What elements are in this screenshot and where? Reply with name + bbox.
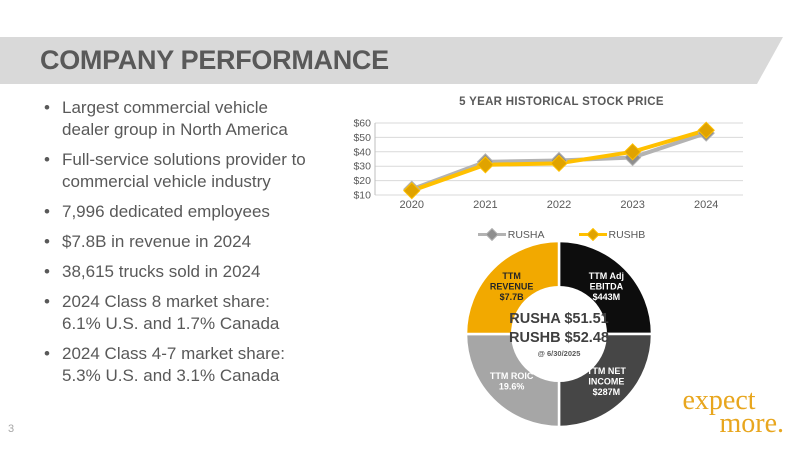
list-item: Largest commercial vehicle dealer group … bbox=[40, 97, 342, 141]
svg-text:$50: $50 bbox=[353, 132, 371, 144]
chart-title: 5 YEAR HISTORICAL STOCK PRICE bbox=[459, 96, 664, 108]
svg-text:2024: 2024 bbox=[694, 199, 718, 211]
list-item: 38,615 trucks sold in 2024 bbox=[40, 261, 342, 283]
list-item: 7,996 dedicated employees bbox=[40, 201, 342, 223]
list-item: 2024 Class 8 market share: 6.1% U.S. and… bbox=[40, 291, 342, 335]
list-item: Full-service solutions provider to comme… bbox=[40, 149, 342, 193]
ttm-metrics-donut-chart: TTM Adj EBITDA $443M TTM NET INCOME $287M TTM … bbox=[464, 239, 654, 429]
legend-item: RUSHB bbox=[578, 228, 646, 241]
svg-text:$30: $30 bbox=[353, 161, 371, 173]
svg-text:2022: 2022 bbox=[547, 199, 571, 211]
svg-text:$40: $40 bbox=[353, 146, 371, 158]
title-banner: COMPANY PERFORMANCE bbox=[0, 37, 783, 84]
svg-text:2023: 2023 bbox=[620, 199, 644, 211]
svg-text:2021: 2021 bbox=[473, 199, 497, 211]
expect-more-logo: expect more. bbox=[682, 385, 784, 439]
svg-text:$10: $10 bbox=[353, 190, 371, 202]
chart-legend: RUSHA RUSHB bbox=[343, 228, 780, 241]
svg-text:$60: $60 bbox=[353, 118, 371, 130]
legend-marker-icon bbox=[477, 228, 506, 241]
logo-line-1: expect bbox=[682, 385, 756, 416]
list-item: $7.8B in revenue in 2024 bbox=[40, 231, 342, 253]
legend-label: RUSHA bbox=[507, 228, 545, 241]
svg-text:2020: 2020 bbox=[400, 199, 424, 211]
line-chart-plot: $10 $20 $30 $40 $50 $60 2020 2021 2022 2023 2024 bbox=[353, 118, 743, 211]
donut-chart-plot: TTM Adj EBITDA $443M TTM NET INCOME $287M TTM … bbox=[464, 239, 654, 429]
stock-price-chart: 5 YEAR HISTORICAL STOCK PRICE $10 $20 $30 $… bbox=[343, 96, 780, 241]
legend-item: RUSHA bbox=[477, 228, 545, 241]
legend-label: RUSHB bbox=[608, 228, 646, 241]
svg-text:$20: $20 bbox=[353, 175, 371, 187]
page-title: COMPANY PERFORMANCE bbox=[40, 45, 389, 75]
page-number: 3 bbox=[8, 423, 15, 435]
bullet-list: Largest commercial vehicle dealer group … bbox=[40, 97, 342, 395]
legend-marker-icon bbox=[578, 228, 607, 241]
list-item: 2024 Class 4-7 market share: 5.3% U.S. a… bbox=[40, 343, 342, 387]
logo-line-2: more. bbox=[719, 408, 784, 439]
